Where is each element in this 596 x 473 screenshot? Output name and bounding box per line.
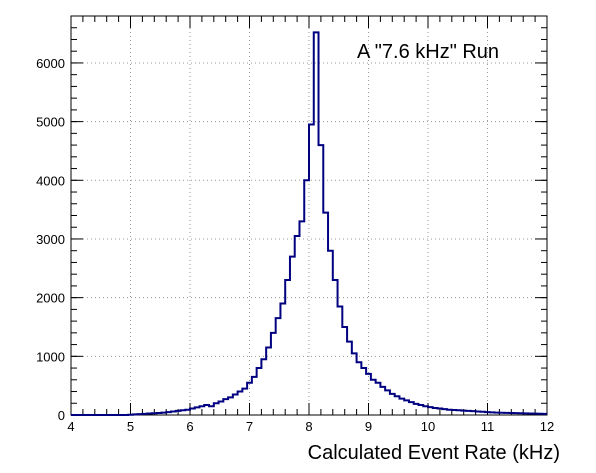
x-tick-label: 9: [365, 419, 372, 434]
plot-frame: [70, 15, 548, 416]
x-tick-label: 6: [186, 419, 193, 434]
y-tick-label: 4000: [36, 173, 65, 188]
x-tick-label: 10: [421, 419, 435, 434]
x-tick-label: 8: [305, 419, 312, 434]
y-tick-label: 5000: [36, 115, 65, 130]
y-tick-label: 3000: [36, 232, 65, 247]
axis-ticks: [70, 15, 548, 416]
y-tick-label: 6000: [36, 56, 65, 71]
x-tick-label: 7: [246, 419, 253, 434]
x-axis-title: Calculated Event Rate (kHz): [308, 442, 560, 464]
x-tick-label: 5: [127, 419, 134, 434]
annotation-label: A "7.6 kHz" Run: [357, 41, 499, 63]
x-tick-label: 4: [67, 419, 74, 434]
x-tick-label: 12: [540, 419, 554, 434]
histogram-series: [71, 31, 547, 416]
y-tick-labels: 0 1000 2000 3000 4000 5000 6000: [36, 56, 65, 423]
y-tick-label: 2000: [36, 291, 65, 306]
x-tick-label: 11: [481, 419, 495, 434]
x-tick-labels: 4 5 6 7 8 9 10 11 12: [67, 419, 554, 434]
y-tick-label: 1000: [36, 349, 65, 364]
grid: [71, 16, 547, 415]
y-tick-label: 0: [58, 408, 65, 423]
